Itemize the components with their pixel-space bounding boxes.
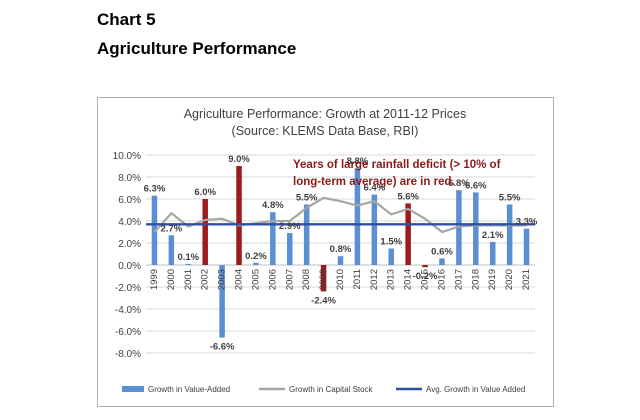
x-tick-label: 2008 xyxy=(301,269,312,290)
data-label: 5.5% xyxy=(499,193,521,204)
data-label: 5.6% xyxy=(397,191,419,202)
x-tick-label: 2001 xyxy=(183,269,194,290)
bar xyxy=(388,248,394,265)
x-tick-label: 2019 xyxy=(487,269,498,290)
rainfall-annotation: long-term average) are in red. xyxy=(293,176,455,188)
data-label: 6.0% xyxy=(194,187,216,198)
x-tick-label: 2014 xyxy=(403,269,414,290)
y-tick-label: 0.0% xyxy=(118,261,141,272)
data-label: 3.3% xyxy=(516,217,538,228)
bar xyxy=(253,262,259,265)
data-label: 2.1% xyxy=(482,230,504,241)
data-label: 2.9% xyxy=(279,221,301,232)
x-tick-label: 2021 xyxy=(521,269,532,290)
data-label: 5.5% xyxy=(296,193,318,204)
bar xyxy=(185,263,192,265)
y-tick-label: -6.0% xyxy=(115,327,141,338)
data-label: 0.2% xyxy=(245,251,267,262)
bar xyxy=(405,203,411,265)
data-label: 4.8% xyxy=(262,200,284,211)
x-tick-label: 2018 xyxy=(470,269,481,290)
y-tick-label: -4.0% xyxy=(115,305,141,316)
capital-stock-line xyxy=(153,196,527,234)
data-label: -0.2% xyxy=(413,271,438,282)
bar xyxy=(523,228,530,265)
data-label: 2.7% xyxy=(161,223,183,234)
x-tick-label: 2005 xyxy=(250,269,261,290)
x-tick-label: 2007 xyxy=(284,269,295,290)
x-tick-label: 2016 xyxy=(436,269,447,290)
data-label: 0.8% xyxy=(330,244,352,255)
x-tick-label: 2020 xyxy=(504,269,515,290)
chart-number-heading: Chart 5 xyxy=(97,10,156,29)
x-tick-label: 2012 xyxy=(369,269,380,290)
bar xyxy=(354,168,361,265)
bar xyxy=(473,192,479,265)
bar xyxy=(219,265,225,338)
agriculture-growth-chart: Agriculture Performance: Growth at 2011-… xyxy=(113,107,538,394)
y-tick-label: 6.0% xyxy=(118,195,141,206)
y-tick-label: 4.0% xyxy=(118,217,141,228)
x-tick-label: 2011 xyxy=(352,269,363,289)
legend-swatch-value-added xyxy=(122,386,144,392)
x-tick-label: 2003 xyxy=(217,269,228,290)
bar xyxy=(236,166,242,265)
bar xyxy=(439,258,445,265)
x-tick-label: 2015 xyxy=(420,269,431,290)
legend-label: Avg. Growth in Value Added xyxy=(426,385,525,394)
bar xyxy=(489,241,496,265)
bar xyxy=(337,256,344,265)
bar xyxy=(422,265,428,268)
x-tick-label: 2002 xyxy=(200,269,211,290)
data-label: 0.6% xyxy=(431,246,453,257)
x-tick-label: 2000 xyxy=(166,269,177,290)
bar xyxy=(151,195,158,265)
x-tick-label: 2017 xyxy=(453,269,464,290)
rainfall-annotation: Years of large rainfall deficit (> 10% o… xyxy=(293,159,501,171)
y-tick-label: -8.0% xyxy=(115,349,141,360)
y-tick-label: -2.0% xyxy=(115,283,141,294)
data-label: 0.1% xyxy=(177,252,199,263)
bar xyxy=(202,199,208,265)
bar xyxy=(506,204,513,265)
bar xyxy=(320,265,327,292)
data-label: 6.8% xyxy=(448,178,470,189)
x-tick-label: 1999 xyxy=(149,269,160,290)
data-label: -6.6% xyxy=(210,342,235,353)
data-label: 9.0% xyxy=(228,154,250,165)
y-tick-label: 2.0% xyxy=(118,239,141,250)
x-tick-label: 2009 xyxy=(318,269,329,290)
bar xyxy=(371,194,378,265)
x-tick-label: 2010 xyxy=(335,269,346,290)
chart-frame: Agriculture Performance: Growth at 2011-… xyxy=(97,97,554,407)
x-tick-label: 2013 xyxy=(386,269,397,290)
data-label: -2.4% xyxy=(311,295,336,306)
data-label: 8.8% xyxy=(347,156,369,167)
chart-subtitle: (Source: KLEMS Data Base, RBI) xyxy=(232,124,419,138)
bar xyxy=(303,204,310,265)
data-label: 1.5% xyxy=(380,237,402,248)
chart-name-heading: Agriculture Performance xyxy=(97,39,297,58)
y-tick-label: 8.0% xyxy=(118,173,141,184)
bar xyxy=(287,233,293,265)
data-label: 6.6% xyxy=(465,180,487,191)
legend-label: Growth in Value-Added xyxy=(148,385,230,394)
chart-title: Agriculture Performance: Growth at 2011-… xyxy=(184,107,467,121)
data-label: 6.4% xyxy=(363,183,385,194)
bar xyxy=(168,235,175,265)
y-tick-label: 10.0% xyxy=(113,151,141,162)
legend-label: Growth in Capital Stock xyxy=(289,385,374,394)
x-tick-label: 2006 xyxy=(267,269,278,290)
x-tick-label: 2004 xyxy=(234,269,245,290)
data-label: 6.3% xyxy=(144,184,166,195)
bar xyxy=(270,212,276,265)
